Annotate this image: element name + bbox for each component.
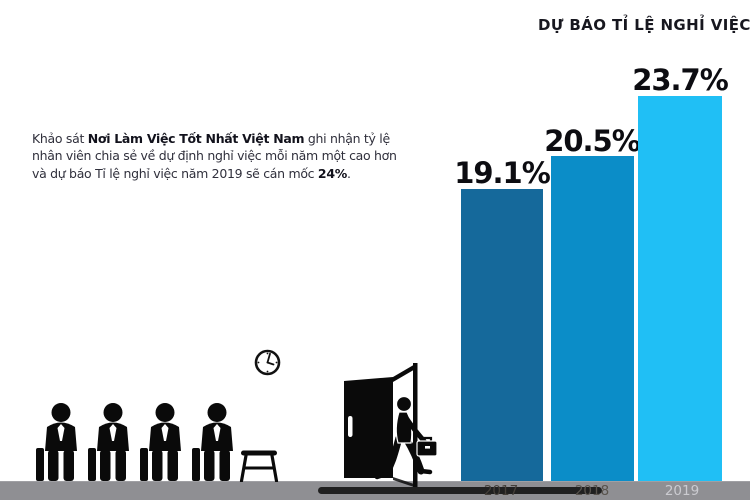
stool-icon (239, 450, 279, 482)
description-middle: ghi nhận tỷ lệ nhân viên chia sẻ về dự đ… (32, 130, 397, 181)
bar-2017 (461, 189, 543, 481)
bar-2018 (551, 156, 634, 481)
person-icon (88, 403, 129, 481)
description-highlight-survey-name: Nơi Làm Việc Tốt Nhất Việt Nam (87, 130, 305, 146)
description-suffix: . (346, 165, 351, 181)
clock-icon (254, 349, 281, 376)
bar-value-label-2017: 19.1% (454, 156, 551, 190)
door-icon (344, 363, 438, 492)
briefcase-icon (416, 436, 438, 457)
bar-value-label-2018: 20.5% (544, 124, 641, 158)
x-axis-label-2018: 2018 (574, 483, 610, 499)
bar-value-label-2019: 23.7% (632, 63, 729, 97)
chart-title: DỰ BÁO TỈ LỆ NGHỈ VIỆC (538, 16, 750, 34)
leaving-person-icon (374, 395, 438, 480)
progress-bar-thumb[interactable] (318, 487, 602, 494)
description-prefix: Khảo sát (32, 130, 88, 146)
person-icon (140, 403, 181, 481)
survey-description: Khảo sát Nơi Làm Việc Tốt Nhất Việt Nam … (32, 130, 404, 183)
x-axis-label-2017: 2017 (483, 483, 519, 499)
bar-2019 (638, 96, 722, 481)
person-icon (192, 403, 233, 481)
description-highlight-24: 24% (317, 165, 347, 181)
person-icon (36, 403, 77, 481)
waiting-people-illustration (36, 403, 233, 481)
x-axis-label-2019: 2019 (664, 483, 700, 499)
door-handle-icon (348, 416, 353, 437)
